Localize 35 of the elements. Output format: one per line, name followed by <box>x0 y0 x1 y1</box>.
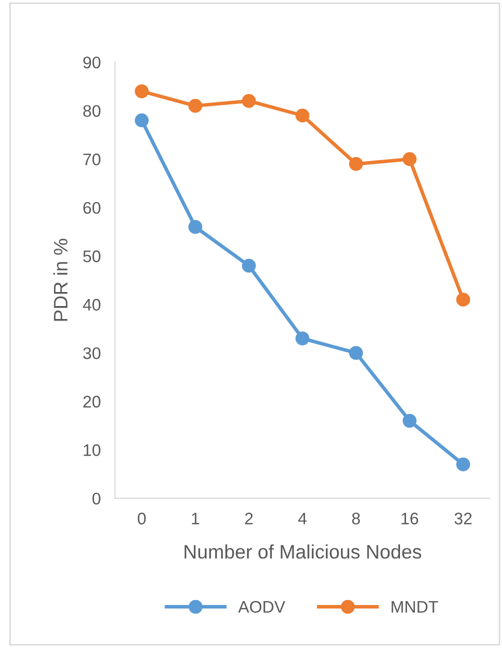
y-tick-label: 20 <box>83 396 100 408</box>
x-tick-label: 16 <box>402 512 418 524</box>
point <box>349 346 363 360</box>
point <box>188 98 202 113</box>
x-tick-label: 2 <box>245 512 253 524</box>
y-tick-label: 40 <box>82 298 100 311</box>
x-tick-label: 4 <box>298 512 307 524</box>
point <box>242 94 256 108</box>
legend-label: AODV <box>238 600 286 613</box>
y-tick-label: 80 <box>83 105 100 117</box>
point <box>296 331 310 346</box>
x-axis-title: Number of Malicious Nodes <box>184 544 422 559</box>
point <box>456 457 470 472</box>
point <box>188 220 202 234</box>
point <box>402 152 417 166</box>
point <box>402 414 417 428</box>
x-tick-label: 32 <box>454 512 472 524</box>
y-tick-label: 30 <box>83 347 100 360</box>
y-tick-label: 50 <box>83 250 100 262</box>
x-tick-label: 8 <box>352 512 360 524</box>
point <box>134 113 149 128</box>
point <box>134 84 149 98</box>
point <box>296 108 310 122</box>
x-tick-label: 1 <box>192 512 200 524</box>
y-tick-label: 70 <box>83 154 100 166</box>
point <box>456 292 470 307</box>
y-axis-title: PDR in % <box>53 238 68 321</box>
point <box>242 258 256 273</box>
y-tick-label: 0 <box>92 492 100 505</box>
y-tick-label: 60 <box>83 202 100 214</box>
point <box>349 157 363 171</box>
x-tick-label: 0 <box>138 512 146 524</box>
y-tick-label: 90 <box>83 56 100 68</box>
legend-label: MNDT <box>392 601 438 613</box>
y-tick-label: 10 <box>84 444 100 456</box>
